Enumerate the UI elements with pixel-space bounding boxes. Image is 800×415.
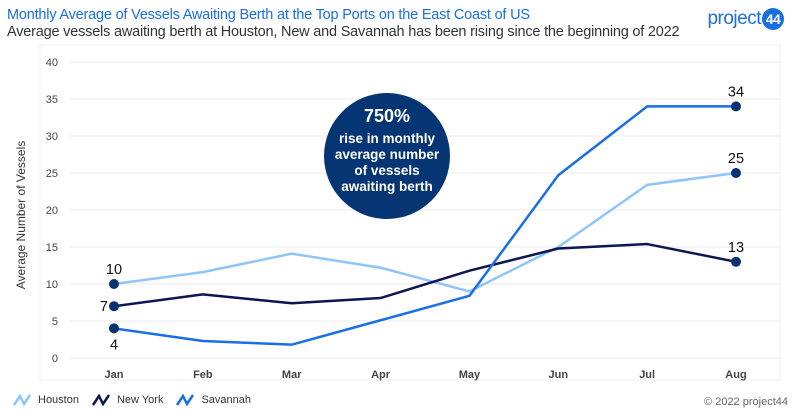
legend-label: Houston <box>38 394 79 406</box>
data-point <box>109 279 119 289</box>
data-point <box>731 168 741 178</box>
copyright: © 2022 project44 <box>704 396 788 408</box>
y-tick-label: 15 <box>46 242 58 254</box>
x-tick-label: Apr <box>371 369 391 381</box>
callout-text: of vessels <box>354 163 419 178</box>
legend-item: New York <box>91 394 163 406</box>
legend-label: Savannah <box>201 394 252 406</box>
x-tick-label: Feb <box>193 369 213 381</box>
data-point <box>731 101 741 112</box>
data-label: 25 <box>728 151 744 167</box>
callout-headline: 750% <box>364 106 410 126</box>
callout-text: rise in monthly <box>339 131 436 146</box>
x-tick-label: Jan <box>105 369 124 381</box>
y-tick-label: 20 <box>46 205 58 217</box>
logo-text: project <box>707 8 761 29</box>
x-tick-label: Mar <box>282 369 302 381</box>
x-tick-label: Jun <box>549 369 569 381</box>
legend: Houston New York Savannah <box>12 394 263 406</box>
logo-badge: 44 <box>762 8 784 30</box>
data-label: 13 <box>728 240 744 256</box>
legend-item: Houston <box>12 394 79 406</box>
series-line-houston <box>113 171 737 293</box>
y-tick-label: 30 <box>46 131 58 143</box>
data-point <box>109 323 119 334</box>
x-tick-label: Jul <box>639 369 655 381</box>
callout-text: average number <box>335 147 440 162</box>
legend-swatch-icon <box>91 394 111 406</box>
data-label: 4 <box>110 337 118 353</box>
data-point <box>731 256 741 267</box>
chart-subtitle: Average vessels awaiting berth at Housto… <box>7 24 680 40</box>
x-tick-label: Aug <box>725 369 746 381</box>
y-tick-label: 40 <box>46 57 58 69</box>
data-label: 34 <box>728 84 744 100</box>
legend-label: New York <box>116 394 164 406</box>
y-tick-label: 25 <box>46 168 58 180</box>
y-tick-label: 5 <box>52 316 58 328</box>
y-tick-label: 0 <box>52 353 58 365</box>
y-tick-label: 35 <box>46 94 58 106</box>
legend-item: Savannah <box>175 394 251 406</box>
y-tick-label: 10 <box>46 279 58 291</box>
data-label: 10 <box>106 262 122 278</box>
legend-swatch-icon <box>176 394 195 406</box>
project44-logo: project 44 <box>707 8 784 30</box>
callout-circle <box>324 93 450 219</box>
plot-frame <box>39 44 781 381</box>
x-tick-label: May <box>459 369 481 381</box>
legend-swatch-icon <box>12 394 32 406</box>
callout-text: awaiting berth <box>341 179 433 194</box>
data-label: 7 <box>100 299 108 315</box>
chart-title: Monthly Average of Vessels Awaiting Bert… <box>7 7 530 23</box>
data-point <box>109 301 119 312</box>
series-line-savannah <box>113 105 736 346</box>
series-line-new-york <box>113 242 737 308</box>
y-axis-label: Average Number of Vessels <box>14 141 28 290</box>
